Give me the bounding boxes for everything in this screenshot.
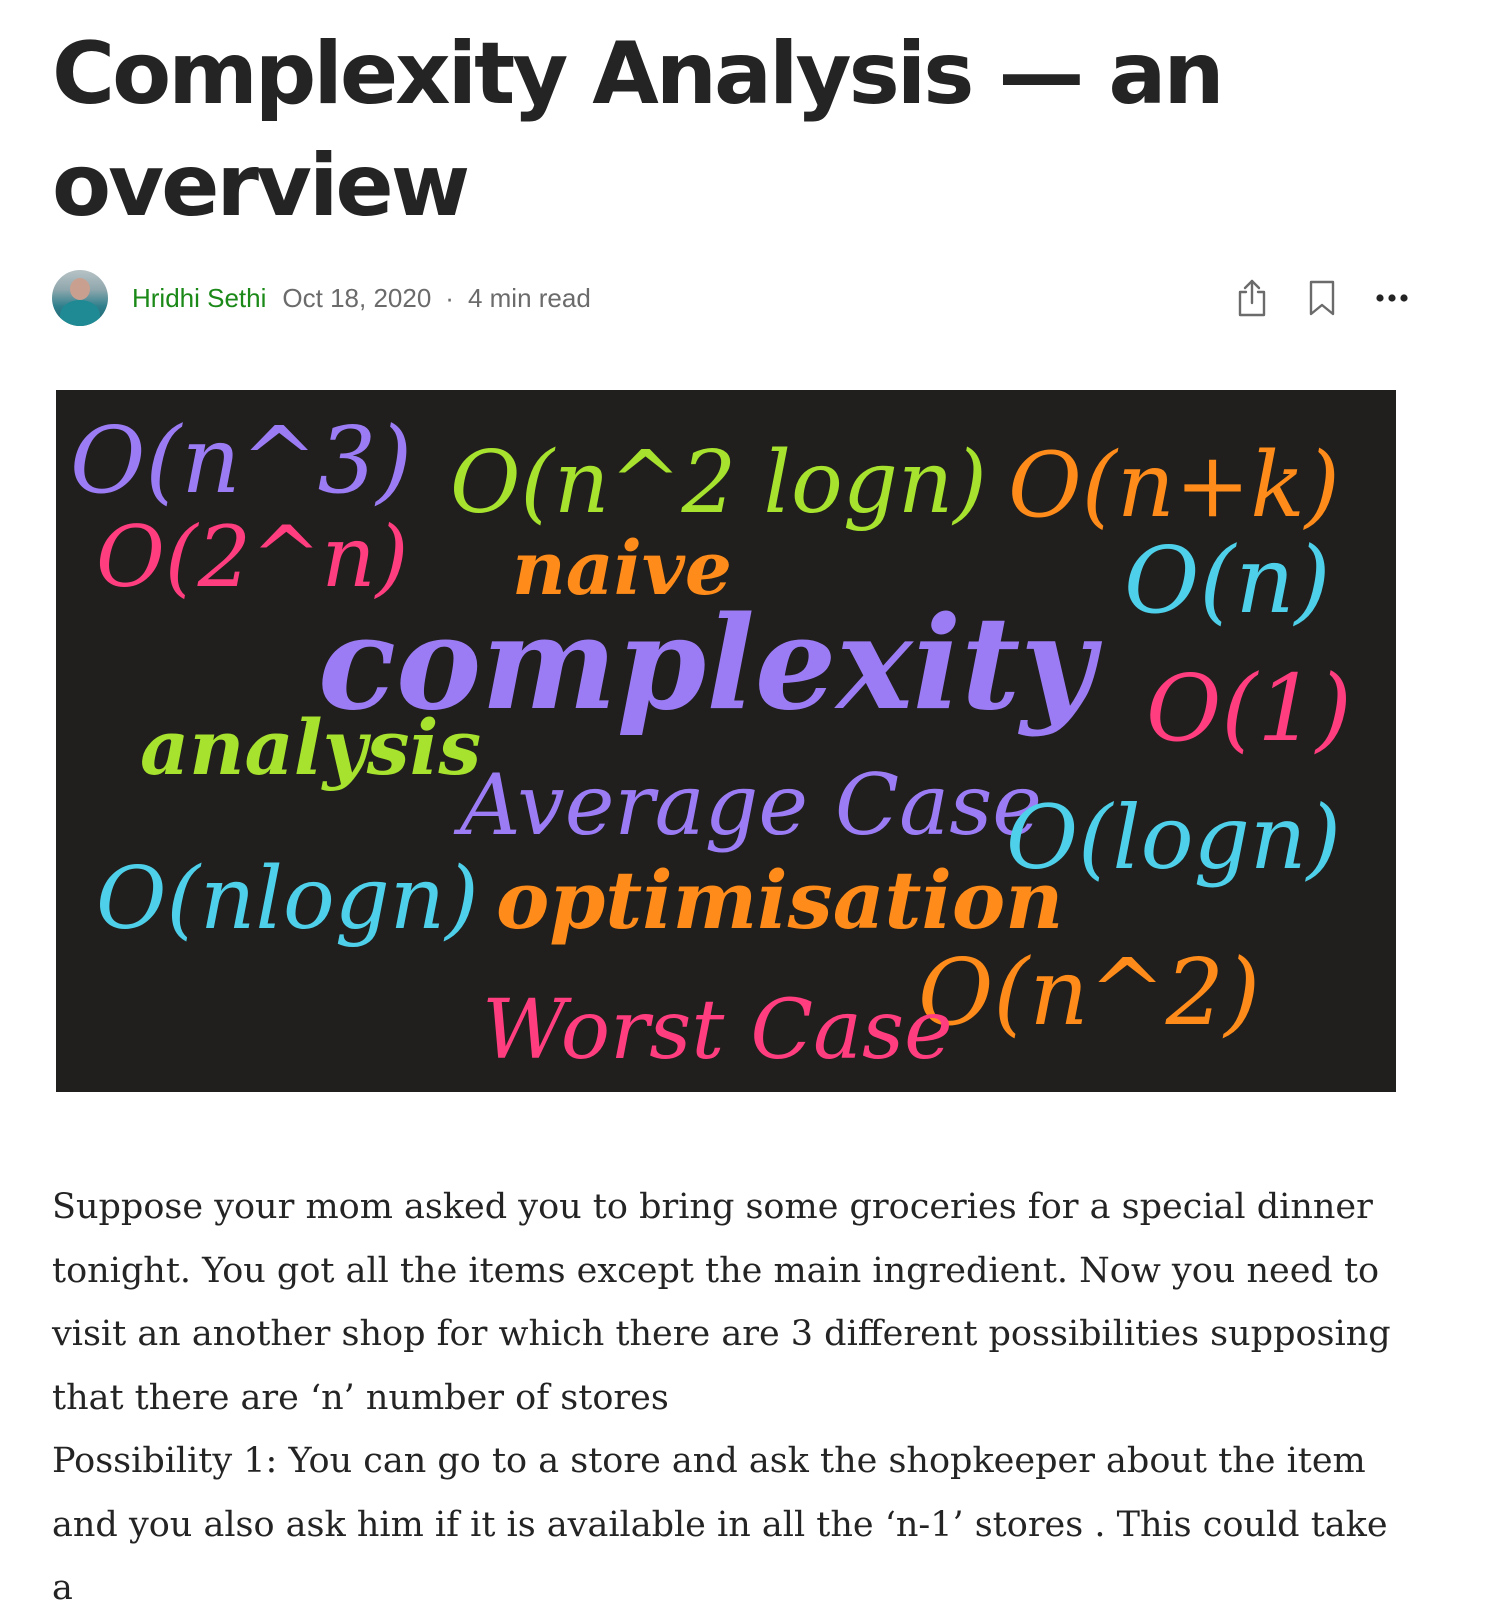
hero-word-worst-case: Worst Case bbox=[482, 983, 953, 1078]
article-actions bbox=[1232, 270, 1412, 326]
hero-word-optimisation: optimisation bbox=[496, 853, 1063, 947]
hero-word-o-nlogn: O(nlogn) bbox=[96, 849, 479, 949]
hero-word-o-n-plus-k: O(n+k) bbox=[1008, 433, 1340, 538]
hero-word-o-n-squared-logn: O(n^2 logn) bbox=[450, 433, 987, 533]
body-paragraph: Possibility 1: You can go to a store and… bbox=[52, 1441, 1388, 1608]
hero-word-complexity: complexity bbox=[318, 589, 1102, 739]
hero-word-o-n: O(n) bbox=[1124, 527, 1330, 634]
hero-word-o-logn: O(logn) bbox=[1006, 786, 1341, 889]
byline: Hridhi Sethi Oct 18, 2020 · 4 min read bbox=[52, 270, 1412, 326]
publish-date: Oct 18, 2020 bbox=[282, 282, 432, 313]
hero-image: O(n^3) O(n^2 logn) O(n+k) O(2^n) naive O… bbox=[56, 390, 1396, 1092]
read-time: 4 min read bbox=[467, 282, 591, 313]
hero-word-o-n-squared: O(n^2) bbox=[918, 939, 1260, 1046]
share-icon[interactable] bbox=[1232, 278, 1272, 318]
hero-word-o-two-to-n: O(2^n) bbox=[96, 508, 408, 606]
article-title: Complexity Analysis — an overview bbox=[52, 24, 1225, 236]
hero-word-average-case: Average Case bbox=[453, 756, 1042, 854]
author-name[interactable]: Hridhi Sethi bbox=[132, 282, 267, 313]
article-body: Suppose your mom asked you to bring some… bbox=[52, 1176, 1412, 1621]
hero-word-analysis: analysis bbox=[140, 703, 481, 792]
bookmark-icon[interactable] bbox=[1302, 278, 1342, 318]
more-icon[interactable] bbox=[1372, 278, 1412, 318]
hero-word-naive: naive bbox=[512, 526, 732, 612]
hero-word-o-one: O(1) bbox=[1146, 655, 1352, 762]
author-avatar[interactable] bbox=[52, 270, 108, 326]
byline-separator: · bbox=[445, 282, 454, 313]
body-paragraph: Suppose your mom asked you to bring some… bbox=[52, 1187, 1391, 1418]
hero-word-o-n-cubed: O(n^3) bbox=[70, 407, 412, 514]
